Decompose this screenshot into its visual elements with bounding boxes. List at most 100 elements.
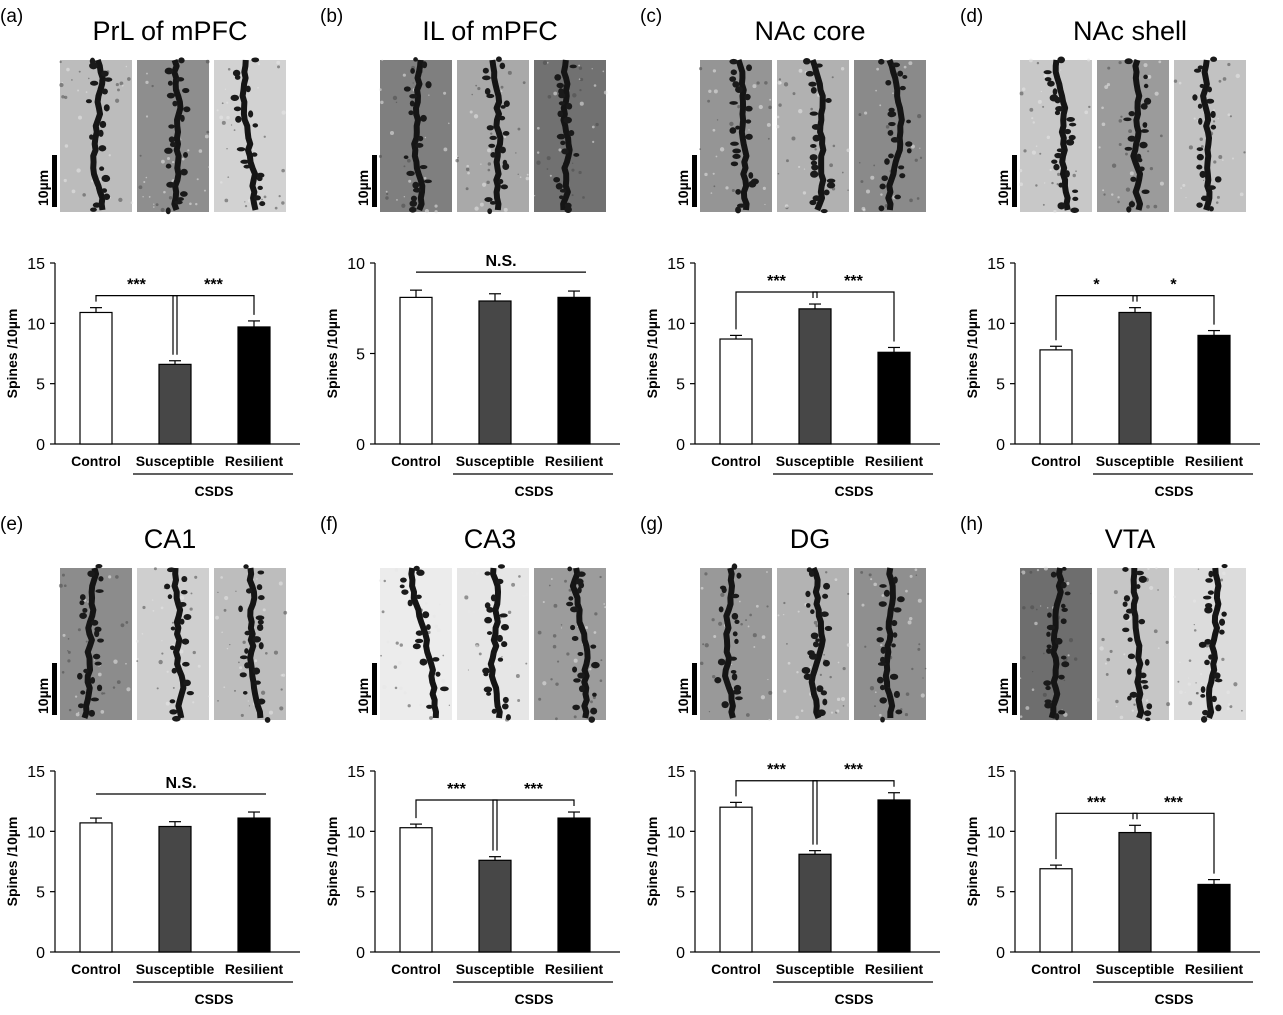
y-tick-label: 10: [347, 824, 365, 841]
bar-chart: Spines /10µm 0 5 10 15 Control Susceptible Resi…: [644, 256, 940, 499]
y-tick-label: 10: [667, 824, 685, 841]
significance-label: ***: [204, 277, 223, 294]
dendrite-micrograph-image: [1173, 564, 1246, 723]
significance-label: ***: [767, 273, 786, 290]
bar-susceptible: [158, 825, 192, 953]
y-tick-label: 10: [347, 256, 365, 273]
significance-bracket: [1055, 295, 1138, 341]
bar-control: [399, 827, 433, 953]
panel-letter: (e): [0, 514, 24, 535]
y-tick-label: 0: [676, 437, 685, 454]
bar-resilient: [557, 296, 591, 445]
chart-panel: 10µm (d) NAc shell Spines /10µm 0 5 10 15 Contro…: [960, 0, 1280, 507]
bar-chart: Spines /10µm 0 5 10 15 Control Susceptible Resi…: [4, 764, 300, 1007]
bar-susceptible: [158, 363, 192, 445]
chart-title: PrL of mPFC: [92, 16, 248, 46]
bar-susceptible: [798, 308, 832, 445]
scale-bar: [1012, 155, 1017, 207]
y-tick-label: 0: [356, 945, 365, 962]
significance-label: ***: [1164, 794, 1183, 811]
y-tick-label: 0: [676, 945, 685, 962]
x-category-label: Susceptible: [1096, 961, 1175, 977]
y-tick-label: 15: [27, 256, 45, 273]
dendrite-micrograph-image: [777, 566, 851, 720]
group-label: CSDS: [515, 483, 554, 499]
y-axis-label: Spines /10µm: [4, 817, 20, 907]
dendrite-micrograph-image: [699, 563, 773, 722]
y-tick-label: 15: [667, 764, 685, 781]
chart-title: VTA: [1104, 524, 1156, 554]
bar-control: [719, 338, 753, 445]
bar-susceptible: [798, 853, 832, 953]
bar-chart: Spines /10µm 0 5 10 15 Control Susceptible Resi…: [964, 256, 1260, 499]
y-axis-label: Spines /10µm: [964, 309, 980, 399]
y-tick-label: 5: [36, 885, 45, 902]
chart-panel: 10µm (h) VTA Spines /10µm 0 5 10 15 Control Susce…: [960, 508, 1280, 1015]
y-tick-label: 5: [996, 377, 1005, 394]
micrograph-strip: 10µm: [675, 563, 927, 723]
bar-susceptible: [1118, 311, 1152, 445]
chart-title: DG: [789, 524, 831, 554]
dendrite-micrograph-image: [854, 567, 927, 723]
group-label: CSDS: [515, 991, 554, 1007]
scale-bar: [52, 663, 57, 715]
x-category-label: Control: [1031, 961, 1081, 977]
chart-panel: 10µm (f) CA3 Spines /10µm 0 5 10 15 Control Susce…: [320, 508, 640, 1015]
micrograph-strip: 10µm: [355, 56, 608, 215]
y-tick-label: 15: [347, 764, 365, 781]
y-tick-label: 10: [987, 824, 1005, 841]
bar-control: [79, 311, 113, 445]
y-tick-label: 10: [27, 316, 45, 333]
dendrite-micrograph-image: [135, 567, 210, 722]
dendrite-micrograph-image: [534, 566, 607, 723]
bar-control: [719, 806, 753, 953]
scale-bar: [692, 663, 697, 715]
x-category-label: Resilient: [865, 453, 924, 469]
significance-label: ***: [844, 762, 863, 779]
y-tick-label: 0: [996, 945, 1005, 962]
bar-resilient: [557, 817, 591, 953]
bar-resilient: [877, 351, 911, 445]
significance-bracket: [735, 780, 818, 845]
y-tick-label: 0: [36, 437, 45, 454]
dendrite-micrograph-image: [214, 57, 286, 212]
bar-resilient: [237, 326, 271, 445]
ns-label: N.S.: [485, 253, 516, 270]
bar-chart: Spines /10µm 0 5 10 15 Control Susceptible Resi…: [964, 764, 1260, 1007]
significance-label: *: [1093, 277, 1100, 294]
y-tick-label: 5: [676, 885, 685, 902]
bar-chart: Spines /10µm 0 5 10 Control Susceptible Resili…: [324, 253, 620, 499]
significance-label: ***: [767, 762, 786, 779]
y-tick-label: 15: [667, 256, 685, 273]
significance-label: *: [1170, 277, 1177, 294]
scale-bar-label: 10µm: [35, 678, 51, 714]
dendrite-micrograph-image: [457, 564, 529, 722]
x-category-label: Resilient: [1185, 961, 1244, 977]
y-axis-label: Spines /10µm: [324, 817, 340, 907]
group-label: CSDS: [195, 483, 234, 499]
significance-bracket: [1055, 812, 1138, 860]
x-category-label: Resilient: [1185, 453, 1244, 469]
scale-bar-label: 10µm: [995, 678, 1011, 714]
x-category-label: Control: [711, 961, 761, 977]
dendrite-micrograph-image: [378, 565, 452, 720]
chart-panel: 10µm (c) NAc core Spines /10µm 0 5 10 15 Control…: [640, 0, 960, 507]
significance-bracket: [415, 799, 498, 851]
x-category-label: Susceptible: [776, 453, 855, 469]
scale-bar-label: 10µm: [675, 170, 691, 206]
y-tick-label: 0: [36, 945, 45, 962]
y-tick-label: 5: [676, 377, 685, 394]
micrograph-strip: 10µm: [35, 564, 288, 723]
y-axis-label: Spines /10µm: [964, 817, 980, 907]
y-tick-label: 15: [27, 764, 45, 781]
bar-control: [79, 822, 113, 953]
y-tick-label: 10: [667, 316, 685, 333]
y-axis-label: Spines /10µm: [644, 817, 660, 907]
x-category-label: Resilient: [225, 453, 284, 469]
y-tick-label: 15: [987, 256, 1005, 273]
bar-chart: Spines /10µm 0 5 10 15 Control Susceptible Resi…: [324, 764, 620, 1007]
scale-bar: [1012, 663, 1017, 715]
ns-label: N.S.: [165, 775, 196, 792]
group-label: CSDS: [835, 991, 874, 1007]
significance-label: ***: [447, 781, 466, 798]
